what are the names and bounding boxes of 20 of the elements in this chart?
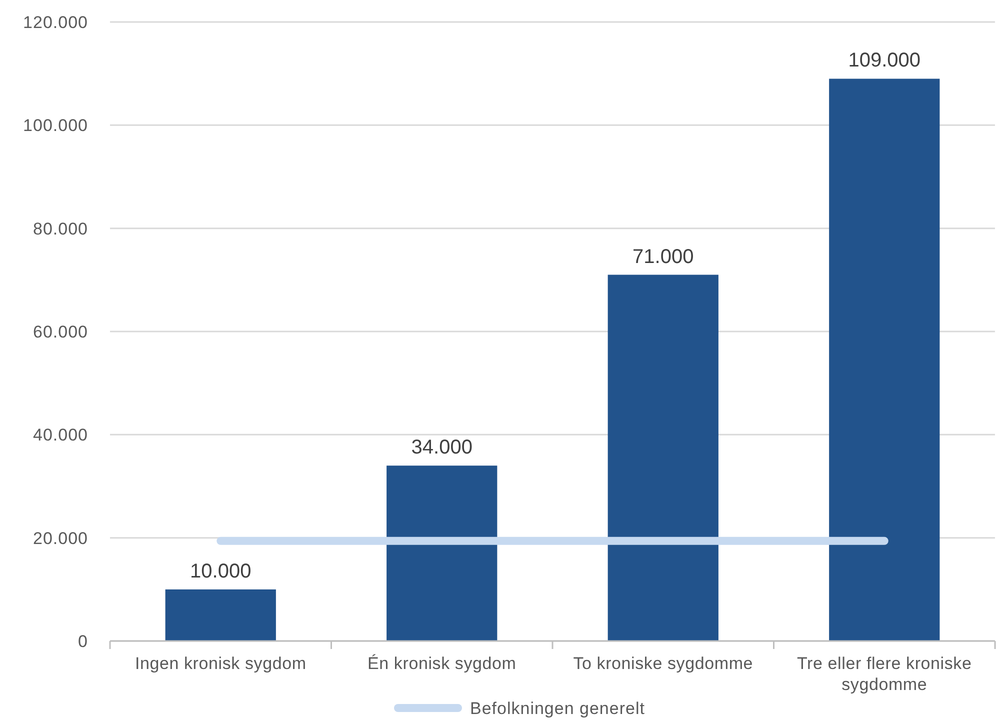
x-tick-label: Tre eller flere kroniske sygdomme [797,654,972,694]
bar [165,589,276,641]
data-label: 109.000 [848,50,921,72]
x-tick-label: Én kronisk sygdom [368,654,516,673]
bar [829,78,940,641]
x-tick-label: Ingen kronisk sygdom [134,654,306,673]
data-label: 71.000 [632,246,694,268]
data-label: 34.000 [411,436,472,459]
bar [386,466,498,641]
y-tick-label: 120.000 [23,12,88,32]
y-tick-label: 20.000 [33,528,88,548]
y-tick-label: 100.000 [23,116,88,136]
y-tick-label: 60.000 [33,322,88,342]
y-tick-label: 40.000 [33,426,88,445]
y-tick-label: 80.000 [33,219,88,238]
data-label: 10.000 [190,560,252,582]
x-tick-label: To kroniske sygdomme [573,654,754,673]
legend-label: Befolkningen generelt [470,699,645,718]
y-tick-label: 0 [78,632,88,651]
bar [608,274,718,641]
